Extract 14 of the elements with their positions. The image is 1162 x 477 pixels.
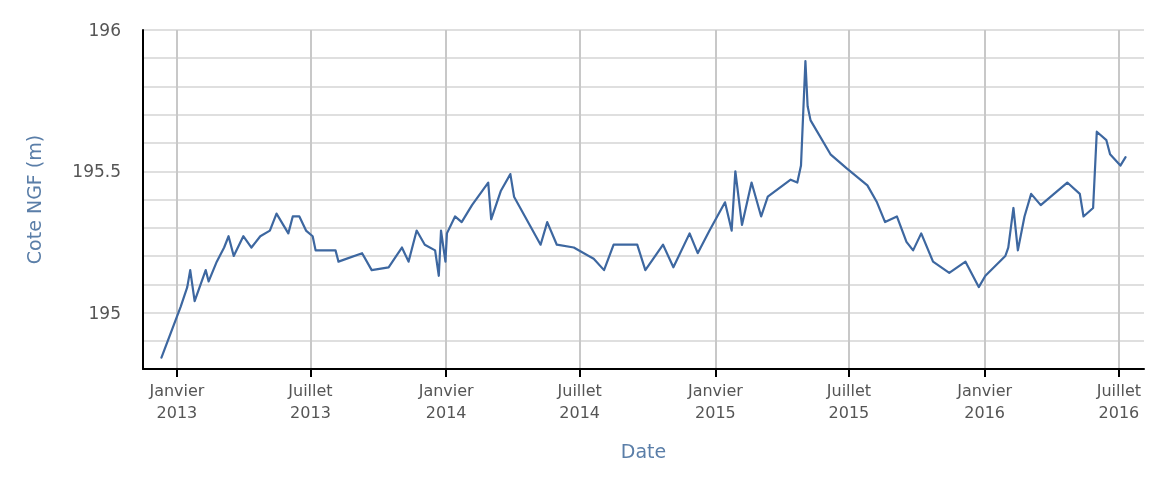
- y-tick-label: 195: [88, 302, 121, 323]
- x-tick-label: Juillet 2013: [287, 380, 333, 422]
- y-tick-label: 195.5: [72, 161, 121, 182]
- x-tick-label: Juillet 2016: [1095, 380, 1142, 422]
- x-tick-label: Janvier 2013: [148, 380, 205, 422]
- line-series: [160, 59, 1127, 359]
- y-tick-label: 196: [88, 20, 121, 40]
- x-axis-title: Date: [620, 439, 667, 462]
- x-tick-label: Janvier 2016: [956, 380, 1013, 422]
- y-axis-title: Cote NGF (m): [22, 134, 45, 265]
- x-tick-label: Juillet 2014: [556, 380, 602, 422]
- x-tick-label: Juillet 2015: [825, 380, 872, 422]
- x-tick-label: Janvier 2014: [417, 380, 475, 422]
- x-tick-label: Janvier 2015: [686, 380, 744, 422]
